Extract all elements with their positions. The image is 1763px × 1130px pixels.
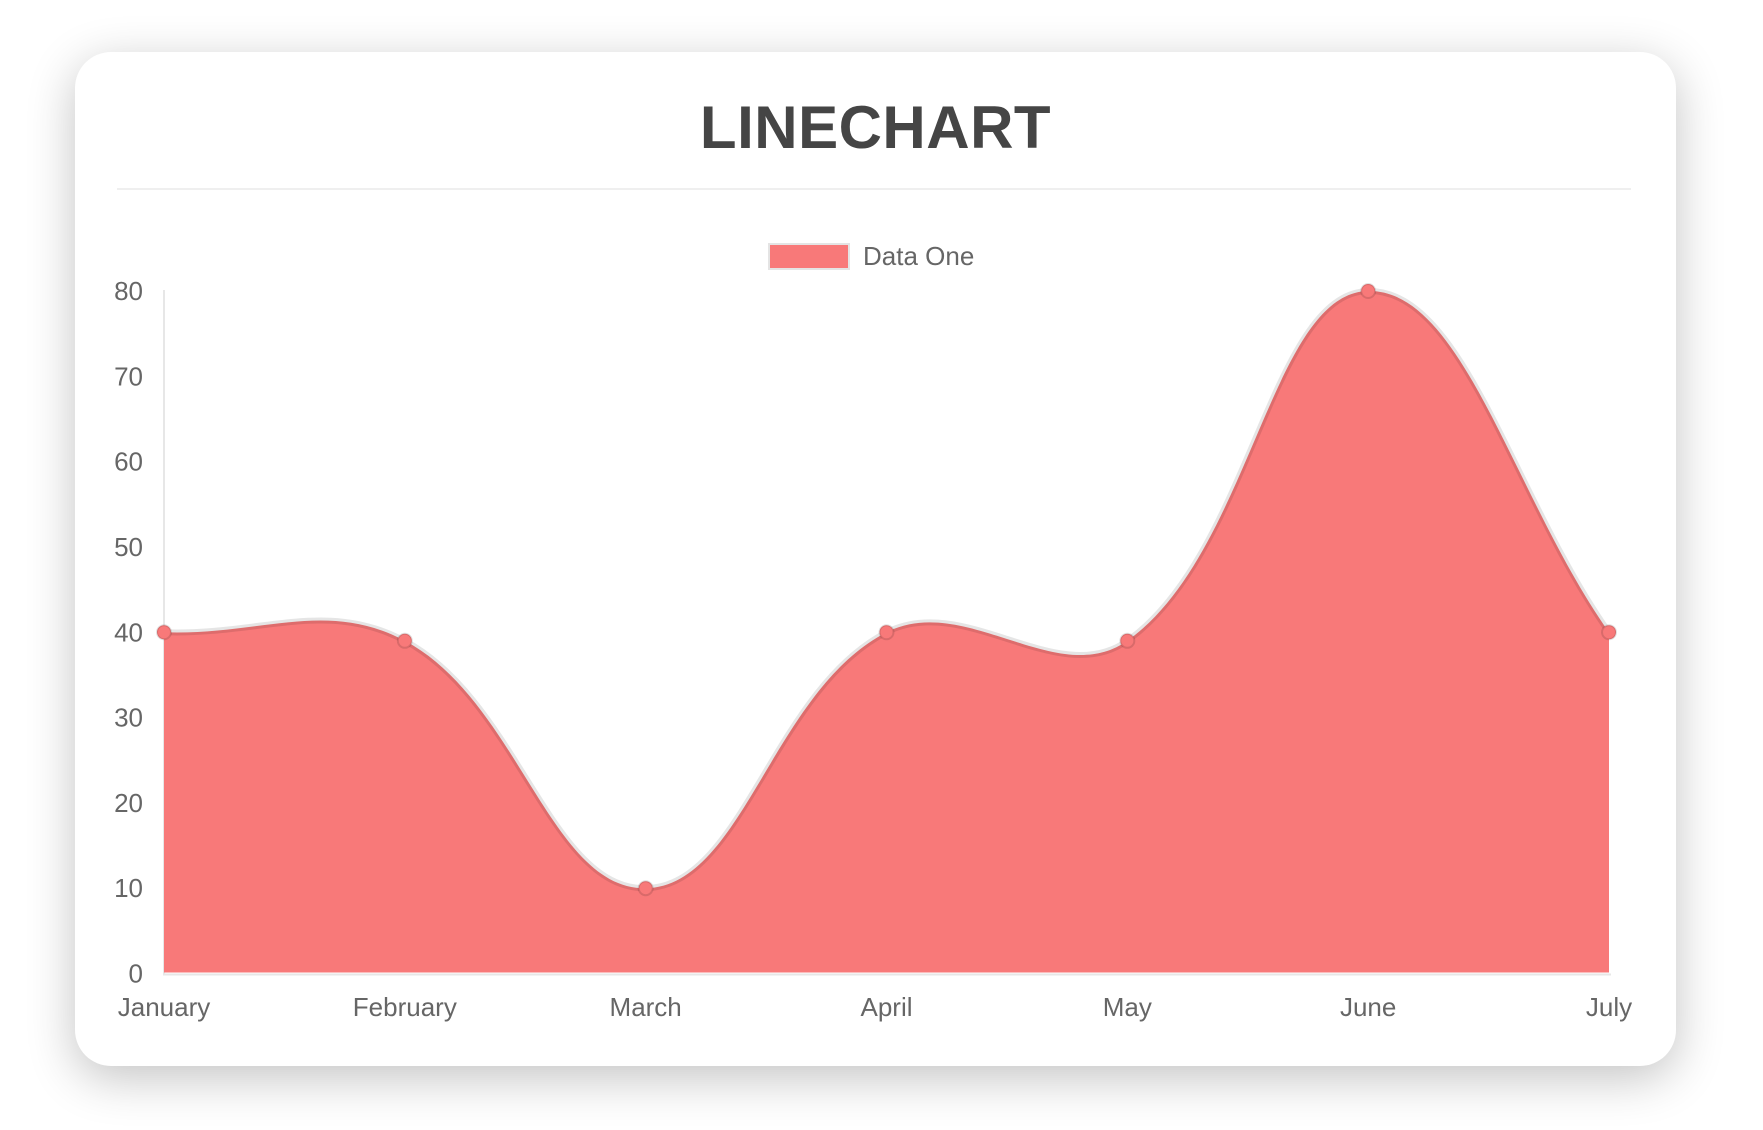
area-fill: [164, 290, 1609, 973]
y-tick-label-30: 30: [114, 703, 143, 733]
header-divider: [117, 188, 1631, 190]
chart-title: LINECHART: [699, 94, 1052, 161]
x-label-february: February: [353, 992, 457, 1022]
x-label-may: May: [1103, 992, 1152, 1022]
x-label-april: April: [860, 992, 912, 1022]
data-point-march[interactable]: [637, 880, 654, 897]
data-point-may[interactable]: [1119, 632, 1136, 649]
y-tick-label-50: 50: [114, 532, 143, 562]
y-tick-label-40: 40: [114, 617, 143, 647]
data-point-january[interactable]: [156, 624, 172, 641]
legend-item-data-one[interactable]: Data One: [768, 243, 974, 270]
y-tick-label-20: 20: [114, 788, 143, 818]
legend-swatch: [768, 243, 850, 270]
x-label-march: March: [610, 992, 682, 1022]
y-tick-label-60: 60: [114, 447, 143, 477]
legend-label: Data One: [863, 241, 975, 271]
x-label-june: June: [1340, 992, 1396, 1022]
y-tick-label-80: 80: [114, 276, 143, 306]
data-point-july[interactable]: [1601, 624, 1617, 641]
y-tick-label-70: 70: [114, 361, 143, 391]
x-label-january: January: [118, 992, 211, 1022]
data-point-june[interactable]: [1360, 283, 1377, 299]
y-tick-label-0: 0: [129, 959, 143, 989]
y-tick-label-10: 10: [114, 873, 143, 903]
data-point-february[interactable]: [396, 632, 413, 649]
series-line: [161, 287, 1612, 892]
x-label-july: July: [1586, 992, 1632, 1022]
data-point-april[interactable]: [878, 624, 895, 641]
